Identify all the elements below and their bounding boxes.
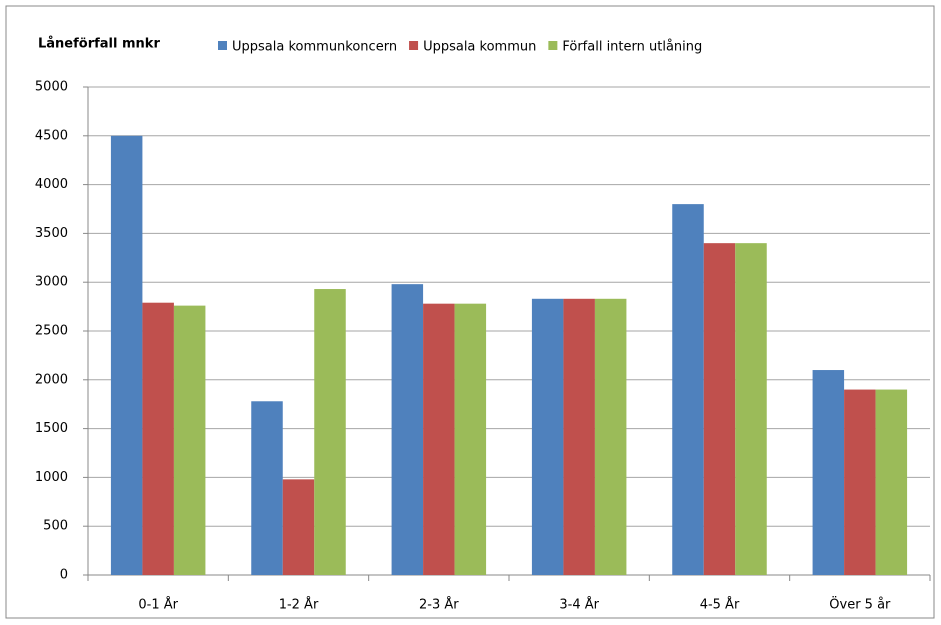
y-tick-label: 4000 bbox=[35, 177, 68, 192]
x-tick-label: 1-2 År bbox=[279, 597, 319, 613]
bar bbox=[672, 204, 704, 575]
bar bbox=[875, 389, 908, 575]
bar bbox=[282, 479, 315, 575]
bar bbox=[531, 298, 564, 575]
x-tick-label: 2-3 År bbox=[419, 597, 459, 613]
x-tick-label: 3-4 År bbox=[559, 597, 599, 613]
bar bbox=[423, 303, 455, 575]
bar bbox=[703, 243, 736, 575]
legend-label: Uppsala kommunkoncern bbox=[232, 40, 397, 55]
chart-title: Låneförfall mnkr bbox=[38, 37, 160, 52]
bar bbox=[812, 370, 845, 575]
bar bbox=[454, 303, 487, 575]
y-tick-label: 2000 bbox=[35, 372, 68, 387]
bar bbox=[173, 305, 206, 575]
legend-label: Uppsala kommun bbox=[423, 40, 536, 55]
x-tick-label: 4-5 År bbox=[700, 597, 740, 613]
y-tick-label: 5000 bbox=[35, 80, 68, 95]
bar bbox=[844, 389, 876, 575]
bar bbox=[563, 298, 595, 575]
x-tick-label: 0-1 År bbox=[138, 597, 178, 613]
legend-swatch bbox=[218, 41, 227, 50]
bar bbox=[594, 298, 627, 575]
y-tick-label: 1000 bbox=[35, 470, 68, 485]
bar bbox=[251, 401, 283, 575]
bar bbox=[314, 289, 346, 575]
y-tick-label: 1500 bbox=[35, 421, 68, 436]
legend-label: Förfall intern utlåning bbox=[562, 40, 702, 55]
bar bbox=[735, 243, 767, 575]
legend-swatch bbox=[548, 41, 558, 50]
y-tick-label: 0 bbox=[60, 568, 68, 583]
x-tick-label: Över 5 år bbox=[829, 596, 891, 613]
bar bbox=[110, 135, 143, 576]
y-tick-label: 3500 bbox=[35, 226, 68, 241]
y-tick-label: 4500 bbox=[35, 128, 68, 143]
bar bbox=[391, 284, 424, 575]
y-tick-label: 3000 bbox=[35, 275, 68, 290]
y-tick-label: 2500 bbox=[35, 324, 68, 339]
y-tick-label: 500 bbox=[43, 519, 68, 534]
bar bbox=[142, 302, 174, 575]
legend-swatch bbox=[409, 41, 419, 50]
